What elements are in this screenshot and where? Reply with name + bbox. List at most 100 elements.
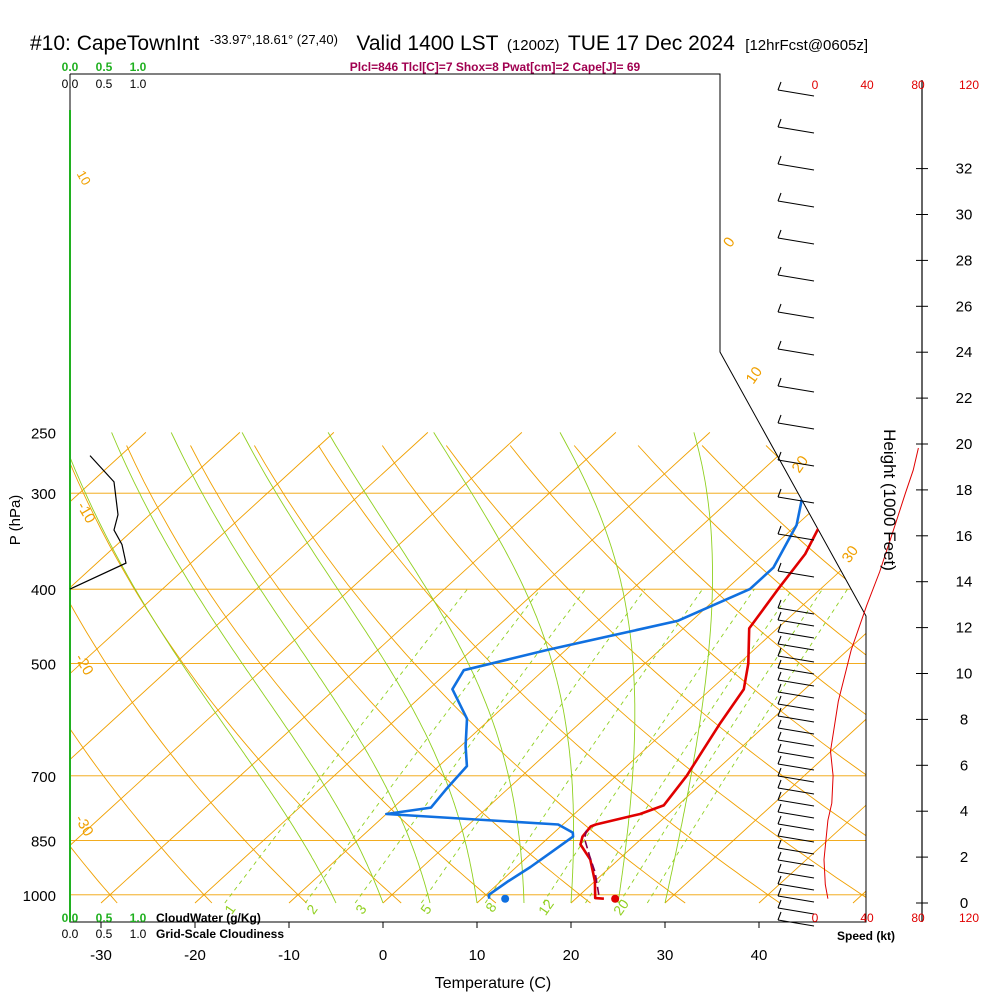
wind-barb-flag [777, 755, 782, 765]
wind-barb-shaft [777, 883, 815, 891]
wind-barb [777, 451, 815, 467]
mixing-ratio-line [484, 588, 703, 904]
wind-barb [777, 377, 815, 393]
wind-barb-shaft [777, 775, 815, 783]
mixing-ratio-line [224, 588, 468, 904]
wind-barb [777, 911, 815, 927]
wind-barb [777, 525, 815, 541]
dry-adiabat-line [190, 445, 591, 904]
wind-barb-flag [777, 803, 782, 813]
wind-barb-shaft [777, 607, 815, 615]
wind-barb-shaft [777, 763, 815, 771]
height-tick-label: 2 [960, 849, 968, 866]
height-axis-label: Height (1000 Feet) [880, 429, 899, 571]
x-tick-label: 20 [563, 947, 580, 964]
moist-adiabat-line [327, 432, 525, 904]
wind-barb-shaft [777, 570, 815, 578]
wind-barb-flag [777, 451, 782, 461]
wind-barb-shaft [777, 496, 815, 504]
cloudiness-top-tick: 0.5 [96, 77, 113, 91]
isotherm-label: 0 [720, 234, 739, 251]
wind-barb-shaft [777, 619, 815, 627]
wind-barb [777, 839, 815, 855]
moist-adiabat-line [433, 432, 574, 904]
speed-top-tick-label: 80 [911, 78, 925, 92]
dry-adiabat-line [381, 445, 866, 904]
wind-barb [777, 731, 815, 747]
height-tick-label: 22 [956, 390, 973, 407]
wind-barb [777, 659, 815, 675]
wind-barb [777, 827, 815, 843]
wind-barb-flag [777, 659, 782, 669]
cloud-water-bottom-tick: 0.0 [62, 911, 79, 925]
height-tick-label: 10 [956, 666, 973, 683]
wind-barb-flag [777, 719, 782, 729]
wind-barb-flag [777, 623, 782, 633]
wind-barb-shaft [777, 200, 815, 208]
isotherm-label: 20 [789, 453, 812, 476]
speed-bottom-tick-label: 80 [911, 911, 925, 925]
wind-barb-shaft [777, 89, 815, 97]
wind-barb-shaft [777, 459, 815, 467]
height-tick-label: 20 [956, 436, 973, 453]
speed-top-tick-label: 40 [860, 78, 874, 92]
background-grid [70, 432, 866, 904]
y-tick-label: 250 [31, 425, 56, 442]
wind-barb-shaft [777, 871, 815, 879]
isotherm-label: 30 [839, 543, 862, 566]
y-tick-label: 500 [31, 657, 56, 674]
x-tick-label: -20 [184, 947, 206, 964]
isotherm-line [100, 432, 617, 904]
dewpoint-line [385, 457, 810, 899]
isotherm-label: -30 [71, 812, 97, 839]
x-tick-label: -30 [90, 947, 112, 964]
wind-barb [777, 488, 815, 504]
wind-barb-flag [777, 695, 782, 705]
cloudiness-line [69, 455, 127, 590]
wind-barb-flag [777, 266, 782, 276]
dry-adiabat-line [70, 445, 402, 904]
wind-barb-shaft [777, 274, 815, 282]
wind-barb-shaft [777, 751, 815, 759]
wind-barb-shaft [777, 847, 815, 855]
wind-barb-shaft [777, 655, 815, 663]
wind-barb-shaft [777, 895, 815, 903]
cloud-water-bottom-tick: 1.0 [130, 911, 147, 925]
speed-top-tick-label: 120 [959, 78, 979, 92]
wind-barb-shaft [777, 533, 815, 541]
x-tick-label: 10 [469, 947, 486, 964]
wind-barb [777, 707, 815, 723]
dry-adiabat-label: 10 [74, 168, 94, 188]
cloudiness-profile [69, 455, 127, 590]
wind-barb [777, 851, 815, 867]
cloud-water-top-tick: 0.5 [96, 60, 113, 74]
wind-barb-flag [777, 707, 782, 717]
wind-barb-shaft [777, 667, 815, 675]
dry-adiabat-line [70, 445, 118, 904]
isotherm-label: -10 [73, 499, 99, 526]
wind-barb-shaft [777, 835, 815, 843]
x-tick-label: 40 [751, 947, 768, 964]
wind-barb-flag [777, 899, 782, 909]
wind-barb-shaft [777, 348, 815, 356]
height-tick-label: 16 [956, 528, 973, 545]
wind-barb [777, 611, 815, 627]
moist-adiabat-line [559, 432, 636, 904]
wind-barb-flag [777, 839, 782, 849]
moist-adiabat-line [111, 432, 384, 904]
wind-barb [777, 671, 815, 687]
height-tick-label: 32 [956, 161, 973, 178]
wind-barb-flag [777, 340, 782, 350]
isotherm-label: -20 [71, 651, 97, 678]
isotherm-line [288, 432, 805, 904]
wind-barb-flag [777, 671, 782, 681]
wind-barb-shaft [777, 422, 815, 430]
wind-barb-shaft [777, 787, 815, 795]
isotherm-line [70, 432, 241, 904]
cloudiness-top-tick: 0.0 [62, 77, 79, 91]
wind-barb-flag [777, 155, 782, 165]
mixing-ratio-line [542, 588, 755, 904]
isotherm-label: 10 [743, 364, 766, 387]
wind-barbs [777, 81, 815, 927]
y-axis-label: P (hPa) [7, 495, 24, 546]
